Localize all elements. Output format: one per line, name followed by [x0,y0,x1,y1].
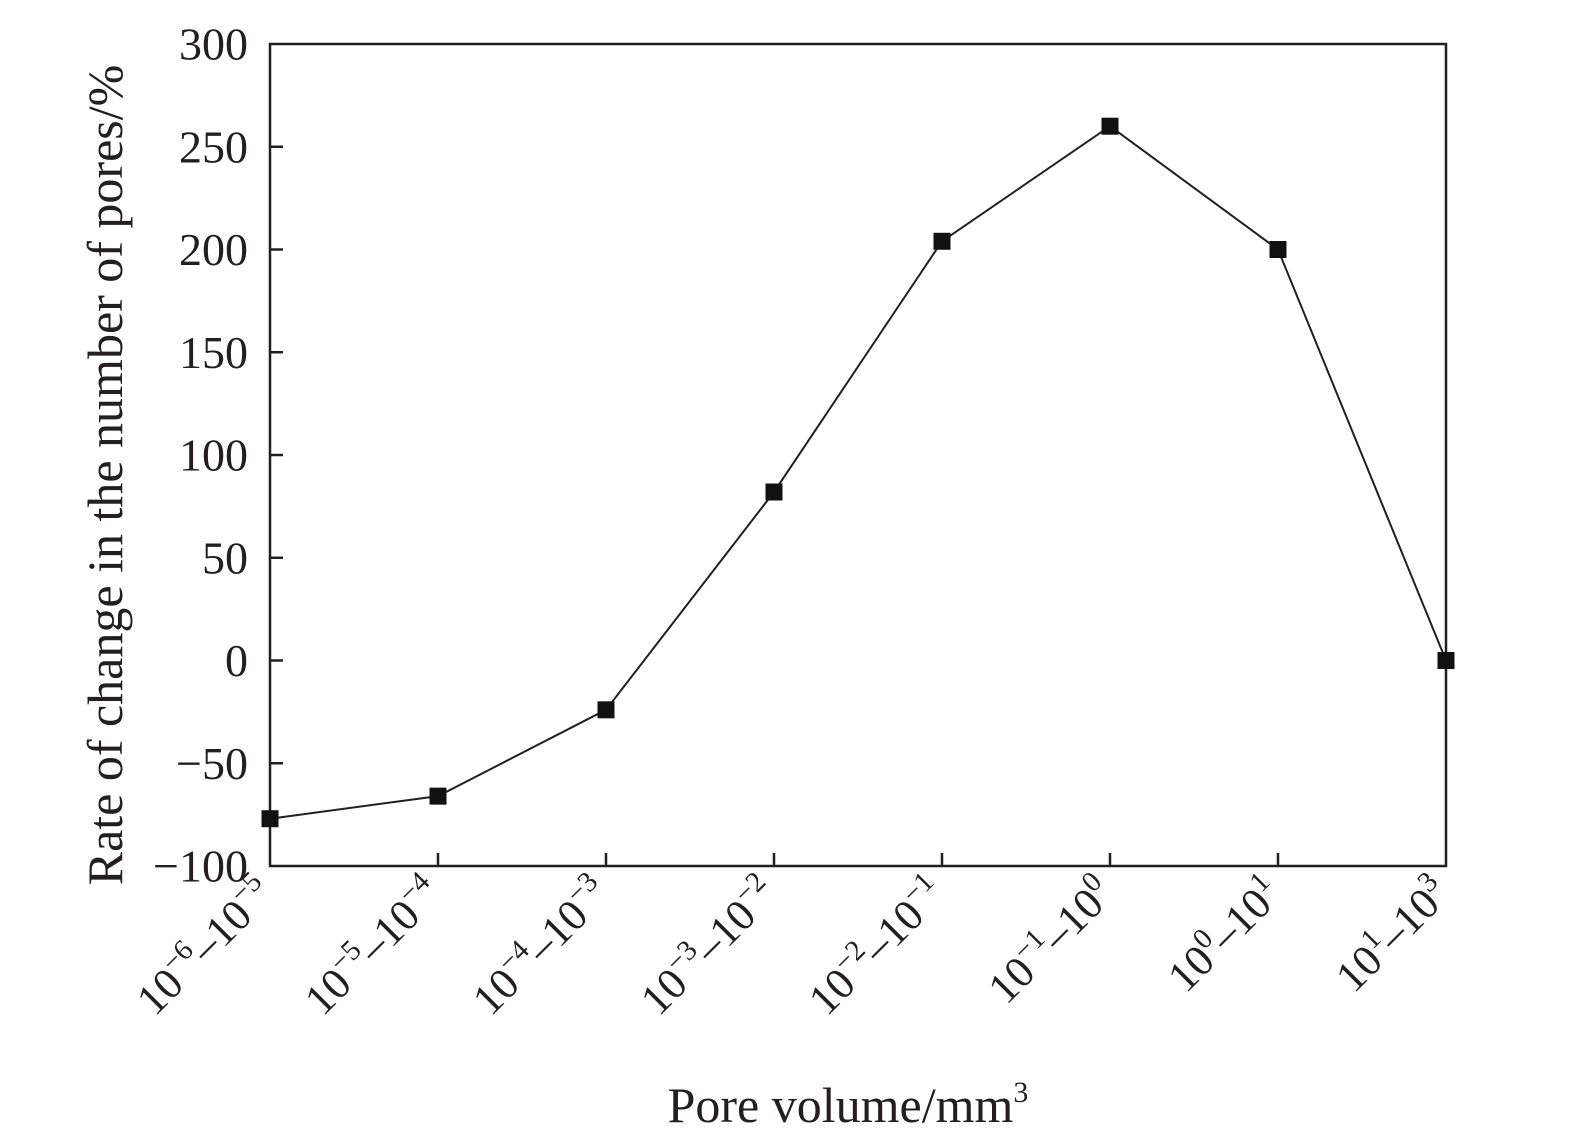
y-axis-label: Rate of change in the number of pores/% [77,65,133,886]
x-tick-label: 10−2–10−1 [796,866,955,1025]
data-point [1269,241,1287,258]
y-tick-label: 200 [179,224,248,275]
x-tick-label: 10−1–100 [976,866,1123,1013]
axis-labels: Pore volume/mm3 Rate of change in the num… [77,65,1028,1133]
x-tick-label: 10−3–10−2 [628,866,787,1025]
y-tick-label: 150 [179,327,248,378]
x-tick-label: 101–103 [1323,866,1459,1002]
data-point [429,787,447,805]
plot-frame [268,42,1448,868]
y-tick-label: 100 [179,430,248,481]
series-line [269,124,1447,820]
plot-frame-group [268,42,1448,868]
x-tick-label: 100–101 [1155,866,1291,1002]
x-tick-label: 10−4–10−3 [460,866,619,1025]
y-axis-ticks: −100 −50 0 50 100 150 200 250 300 [153,19,283,892]
y-tick-label: 50 [202,532,248,583]
x-axis-ticks: 10−6–10−510−5–10−410−4–10−310−3–10−210−2… [127,853,1459,1025]
y-tick-label: −100 [153,841,248,892]
y-tick-label: 0 [225,635,248,686]
data-point [261,810,279,828]
x-axis-label: Pore volume/mm3 [668,1076,1029,1133]
data-point [1101,117,1119,135]
data-point [933,232,951,250]
y-tick-label: −50 [176,738,248,789]
x-tick-label: 10−5–10−4 [292,865,451,1024]
data-point [1437,652,1455,669]
data-point [765,483,783,501]
y-tick-label: 300 [179,19,248,70]
series-group [261,117,1455,828]
data-point [597,701,615,719]
y-tick-label: 250 [179,121,248,172]
